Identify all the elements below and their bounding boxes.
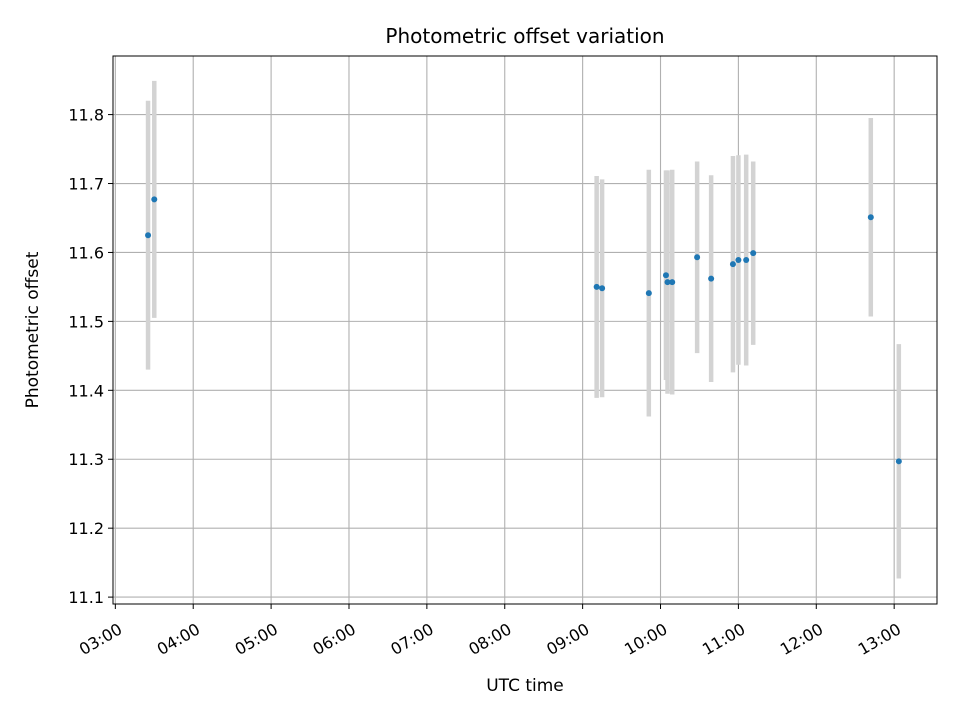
x-tick-label: 10:00 <box>621 619 670 659</box>
data-point <box>145 232 152 239</box>
y-tick-label: 11.4 <box>68 381 104 400</box>
y-tick-label: 11.1 <box>68 588 104 607</box>
y-tick-label: 11.3 <box>68 450 104 469</box>
data-point <box>895 458 902 465</box>
data-point <box>750 250 757 257</box>
x-tick-label: 04:00 <box>154 619 203 659</box>
x-tick-label: 08:00 <box>465 619 514 659</box>
data-point <box>593 283 600 290</box>
data-point <box>664 279 671 286</box>
data-point <box>729 261 736 268</box>
data-point <box>735 257 742 264</box>
data-point <box>662 272 669 279</box>
x-tick-label: 03:00 <box>76 619 125 659</box>
data-point <box>743 257 750 264</box>
y-tick-label: 11.2 <box>68 519 104 538</box>
x-tick-label: 11:00 <box>699 619 748 659</box>
data-point <box>708 275 715 282</box>
data-point <box>694 254 701 261</box>
y-tick-label: 11.8 <box>68 106 104 125</box>
plot-frame <box>112 55 938 605</box>
data-point <box>867 214 874 221</box>
x-axis-title: UTC time <box>486 676 564 696</box>
data-points <box>145 196 902 465</box>
y-tick-label: 11.7 <box>68 175 104 194</box>
x-axis-ticks: 03:00 04:00 05:00 06:00 07:00 08:00 09:00 10:00… <box>76 604 904 659</box>
y-tick-label: 11.5 <box>68 312 104 331</box>
x-tick-label: 13:00 <box>855 619 904 659</box>
y-axis-title: Photometric offset <box>23 251 43 408</box>
y-axis-ticks: 11.1 11.2 11.3 11.4 11.5 11.6 11.7 11.8 <box>68 106 113 607</box>
x-tick-label: 12:00 <box>777 619 826 659</box>
data-point <box>669 279 676 286</box>
data-point <box>151 196 158 203</box>
x-tick-label: 07:00 <box>387 619 436 659</box>
chart-title: Photometric offset variation <box>385 24 664 48</box>
x-tick-label: 06:00 <box>310 619 359 659</box>
grid <box>113 56 937 604</box>
plot-background <box>113 56 937 604</box>
data-point <box>645 290 652 297</box>
data-point <box>599 285 606 292</box>
x-tick-label: 05:00 <box>232 619 281 659</box>
x-tick-label: 09:00 <box>543 619 592 659</box>
y-tick-label: 11.6 <box>68 243 104 262</box>
